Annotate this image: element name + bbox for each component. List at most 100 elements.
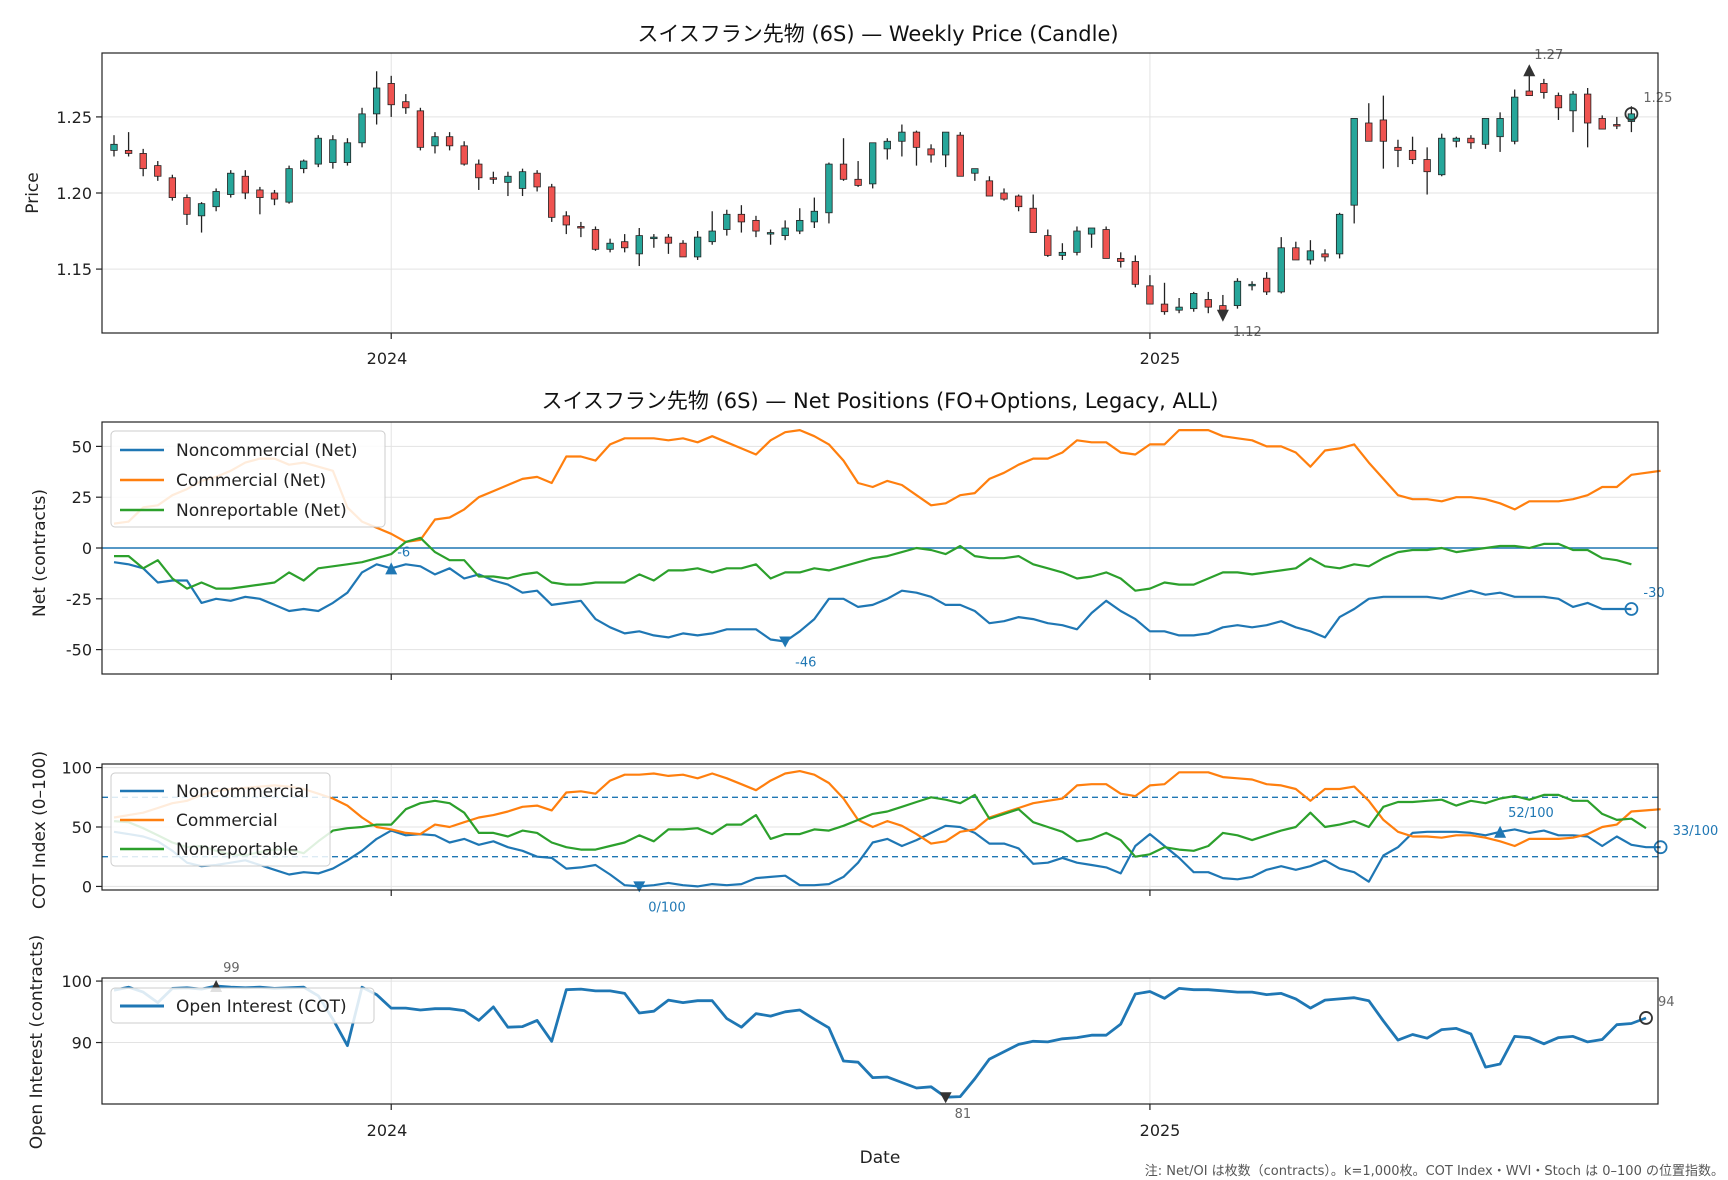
- candle-body: [183, 197, 191, 215]
- y-tick-label: 50: [72, 818, 92, 837]
- marker-up-icon: [385, 562, 398, 575]
- net-chart-title: スイスフラン先物 (6S) — Net Positions (FO+Option…: [542, 389, 1219, 413]
- candle-body: [1131, 261, 1139, 285]
- last-label: 33/100: [1673, 824, 1719, 839]
- candle-body: [1146, 285, 1154, 305]
- candle-body: [1496, 118, 1504, 138]
- candle-body: [110, 143, 118, 151]
- cot-y-ticks: 100 50 0: [61, 759, 102, 896]
- candle-body: [869, 142, 877, 185]
- candle-body: [1350, 118, 1358, 206]
- candle-body: [1044, 235, 1052, 256]
- oi-plot-frame: [101, 977, 1659, 1105]
- candle-body: [912, 131, 921, 148]
- candle-body: [1569, 93, 1577, 112]
- candle-body: [766, 232, 775, 235]
- candle-body: [329, 139, 337, 163]
- cot-legend: Noncommercial Commercial Nonreportable: [110, 772, 331, 867]
- candle-body: [1014, 195, 1023, 208]
- candle-body: [1365, 122, 1373, 142]
- min-label: -46: [795, 655, 816, 670]
- candle-body: [1467, 137, 1475, 144]
- candle-body: [1277, 247, 1285, 293]
- candle-body: [372, 87, 381, 115]
- max-label: 99: [223, 961, 240, 976]
- oi-x-tick-2024: 2024: [367, 1121, 408, 1140]
- candle-body: [548, 186, 556, 218]
- footnote: 注: Net/OI は枚数（contracts）。k=1,000枚。COT In…: [1145, 1164, 1724, 1179]
- candle-body: [1335, 213, 1344, 255]
- net-panel: スイスフラン先物 (6S) — Net Positions (FO+Option…: [30, 389, 1665, 680]
- candle-body: [1087, 227, 1096, 235]
- candle-body: [1160, 303, 1169, 313]
- candle-body: [781, 227, 789, 237]
- min-label: 81: [955, 1107, 972, 1122]
- cot-legend-noncommercial: Noncommercial: [176, 782, 309, 802]
- net-legend-commercial: Commercial (Net): [176, 471, 326, 491]
- candle-body: [358, 113, 366, 144]
- candle-body: [825, 163, 833, 214]
- series-line-commercial: [113, 770, 1661, 848]
- candle-body: [1627, 113, 1636, 122]
- candle-body: [1408, 149, 1417, 160]
- candle-body: [1583, 93, 1592, 124]
- candle-body: [1000, 192, 1008, 200]
- cot-index-panel: 100 50 0 33/100 0/100 52/100 COT Index (0–10…: [30, 751, 1718, 916]
- last-marker-icon: [1624, 106, 1639, 121]
- oi-x-tick-2025: 2025: [1140, 1121, 1181, 1140]
- candle-body: [475, 163, 483, 179]
- price-annotations: 1.271.121.25: [1216, 48, 1672, 340]
- candle-body: [971, 168, 979, 174]
- candle-body: [212, 191, 220, 208]
- cot-plot-frame: [101, 763, 1659, 891]
- candle-body: [810, 210, 818, 223]
- last-marker-icon: [1639, 1011, 1653, 1025]
- candle-body: [1423, 159, 1431, 173]
- candle-body: [533, 172, 541, 188]
- net-annotations: -30 -46 -6: [385, 545, 1665, 670]
- candle-body: [1248, 283, 1256, 287]
- net-legend-nonreportable: Nonreportable (Net): [176, 501, 347, 521]
- candle-body: [343, 142, 352, 163]
- oi-y-label: Open Interest (contracts): [27, 935, 47, 1149]
- y-tick-label: 90: [72, 1034, 92, 1053]
- candle-body: [1219, 305, 1227, 311]
- candle-body: [124, 149, 133, 154]
- candle-body: [1262, 277, 1271, 293]
- candle-body: [752, 219, 760, 232]
- candle-body: [562, 215, 570, 226]
- candle-body: [1102, 229, 1110, 259]
- candle-body: [256, 189, 264, 198]
- oi-legend: Open Interest (COT): [110, 987, 375, 1024]
- candle-body: [708, 230, 716, 243]
- candle-body: [197, 203, 206, 217]
- candle-body: [270, 192, 279, 200]
- last-marker-icon: [1653, 840, 1668, 855]
- candle-body: [154, 165, 162, 177]
- candle-body: [402, 101, 410, 109]
- candle-body: [883, 140, 891, 150]
- candle-body: [577, 226, 585, 229]
- candle-body: [1394, 146, 1402, 151]
- candle-body: [1306, 250, 1315, 261]
- candle-body: [1525, 90, 1533, 97]
- candle-body: [1073, 230, 1081, 253]
- y-tick-label: 1.20: [56, 184, 92, 203]
- oi-legend-label: Open Interest (COT): [176, 997, 347, 1017]
- oi-grid: [102, 978, 1658, 1110]
- cot-series: [113, 770, 1661, 888]
- candle-body: [460, 145, 468, 165]
- min-marker-icon: [779, 636, 792, 648]
- y-tick-label: 100: [61, 972, 92, 991]
- series-line-noncommercial-net: [113, 561, 1632, 643]
- candle-body: [1554, 95, 1563, 109]
- candle-body: [1613, 124, 1621, 127]
- y-tick-label: 0: [82, 539, 92, 558]
- candle-body: [1540, 83, 1548, 93]
- candle-body: [854, 178, 862, 186]
- price-grid: [102, 53, 1658, 339]
- net-plot-frame: [101, 421, 1659, 675]
- candle-body: [139, 153, 147, 170]
- candle-body: [796, 219, 804, 232]
